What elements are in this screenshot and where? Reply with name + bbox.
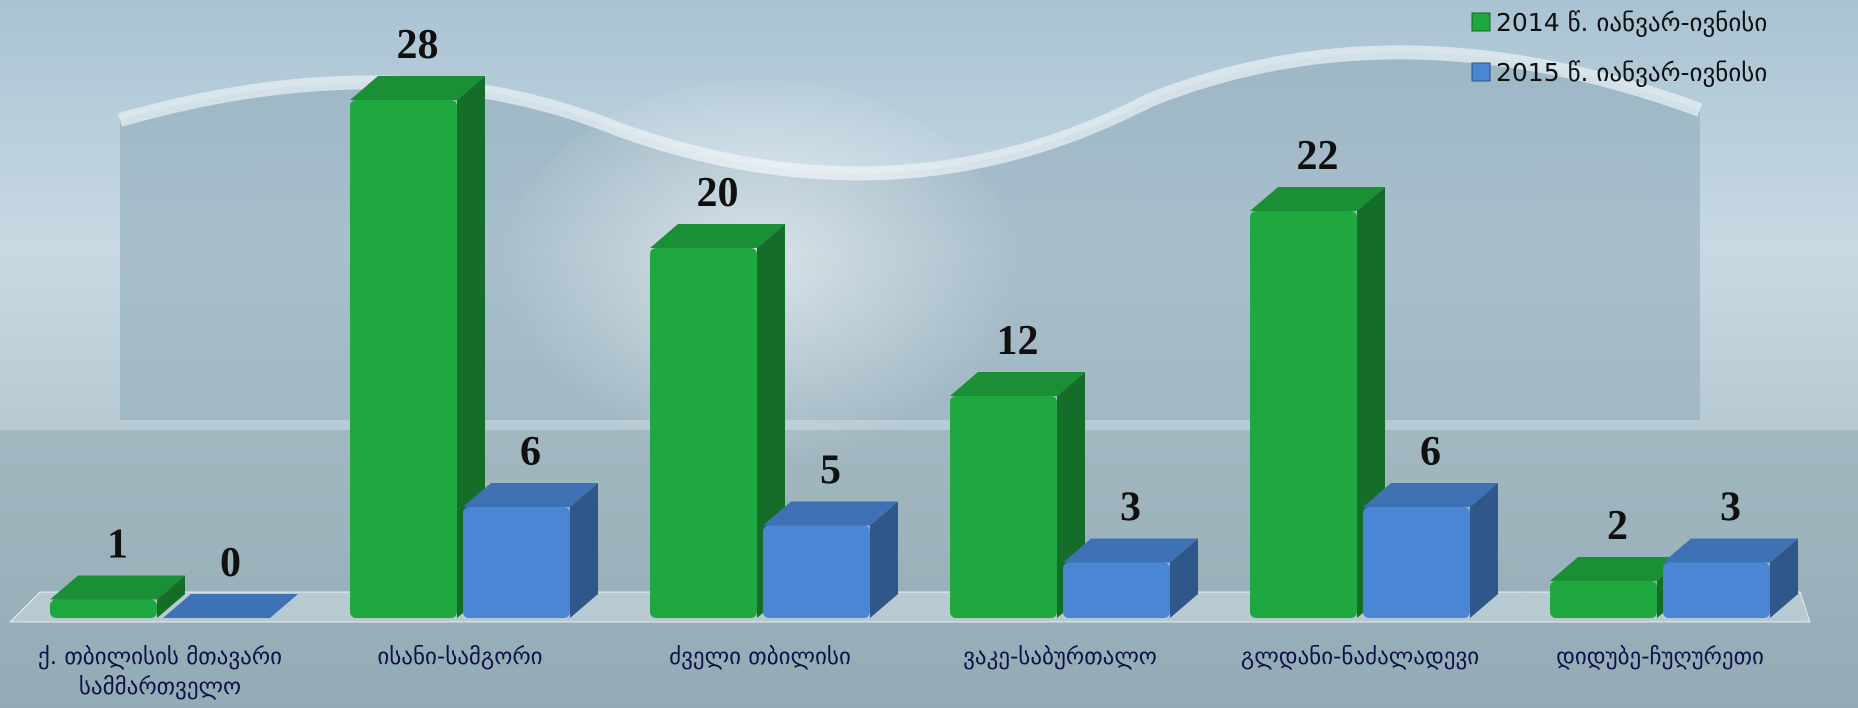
bar-side — [457, 76, 485, 618]
x-tick-label: ისანი-სამგორი — [377, 644, 543, 670]
bar-top — [50, 575, 185, 600]
bar — [1063, 562, 1170, 618]
bar-top — [350, 76, 485, 100]
bar-top — [1663, 538, 1798, 563]
bar — [950, 396, 1057, 618]
legend-swatch — [1471, 12, 1491, 32]
bar-side — [157, 575, 185, 618]
value-label: 3 — [1720, 485, 1741, 531]
value-label: 6 — [520, 429, 541, 475]
bar-side — [1470, 483, 1498, 618]
value-label: 20 — [697, 170, 739, 216]
legend-label: 2015 წ. იანვარ-ივნისი — [1496, 58, 1767, 87]
legend-label: 2014 წ. იანვარ-ივნისი — [1496, 8, 1767, 37]
bar-top — [1063, 538, 1198, 563]
x-tick-label: ძველი თბილისი — [669, 644, 851, 670]
bar — [463, 507, 570, 618]
x-tick-label: დიდუბე-ჩუღურეთი — [1556, 644, 1764, 670]
bar — [763, 525, 870, 618]
value-label: 1 — [107, 522, 128, 568]
bar-side — [1170, 538, 1198, 618]
bar-top — [950, 372, 1085, 396]
value-label: 12 — [997, 318, 1039, 364]
bar-side — [870, 501, 898, 618]
legend-swatch — [1471, 62, 1491, 82]
value-label: 28 — [397, 22, 439, 68]
bar-top — [163, 594, 298, 618]
bar-top — [1550, 557, 1685, 581]
bar — [1363, 507, 1470, 618]
x-tick-label: ქ. თბილისის მთავარი სამმართველო — [37, 644, 283, 700]
value-label: 2 — [1607, 503, 1628, 549]
bar-top — [463, 483, 598, 507]
bar-side — [1770, 538, 1798, 618]
value-label: 6 — [1420, 429, 1441, 475]
bar — [350, 100, 457, 618]
value-label: 22 — [1297, 133, 1339, 179]
bar — [1663, 562, 1770, 618]
bar — [1250, 211, 1357, 618]
bar-top — [650, 224, 785, 248]
bar — [1550, 581, 1657, 618]
value-label: 0 — [220, 540, 241, 586]
value-label: 3 — [1120, 485, 1141, 531]
bar — [650, 248, 757, 618]
x-tick-label: ვაკე-საბურთალო — [963, 644, 1157, 670]
bar-side — [570, 483, 598, 618]
bar-top — [1363, 483, 1498, 507]
bar — [50, 599, 157, 618]
x-tick-label: გლდანი-ნაძალადევი — [1240, 644, 1480, 670]
bar-top — [1250, 187, 1385, 211]
background-photo — [0, 45, 1858, 708]
value-label: 5 — [820, 448, 841, 494]
bar-top — [763, 501, 898, 526]
